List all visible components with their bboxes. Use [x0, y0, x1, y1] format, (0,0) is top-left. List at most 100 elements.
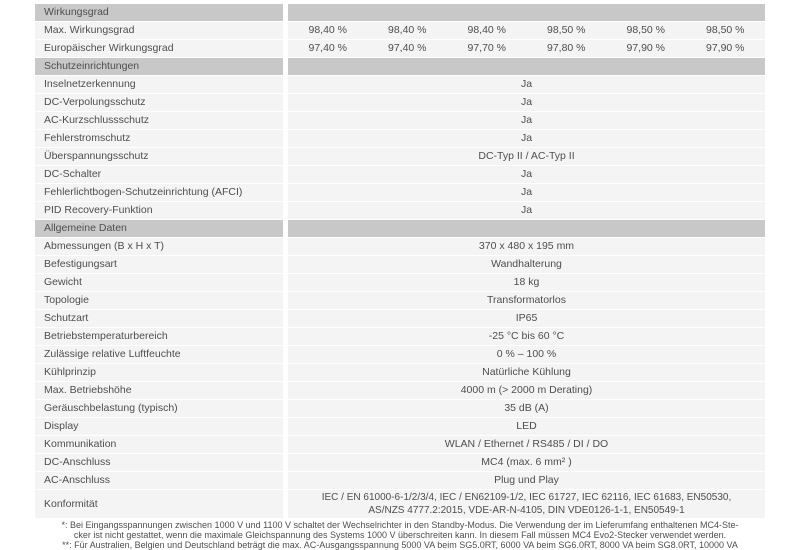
section-row-allgemeine-daten: Allgemeine Daten — [35, 220, 765, 237]
table-row: DC-Anschluss MC4 (max. 6 mm² ) — [35, 454, 765, 471]
value-cell: 97,40 % — [308, 42, 348, 54]
row-label: Betriebstemperaturbereich — [35, 328, 283, 345]
table-row: Topologie Transformatorlos — [35, 292, 765, 309]
section-title: Allgemeine Daten — [35, 220, 283, 237]
row-label: Fehlerlichtbogen-Schutzeinrichtung (AFCI… — [35, 184, 283, 201]
section-spacer — [288, 220, 765, 237]
value-cell: 97,90 % — [705, 42, 745, 54]
section-row-schutzeinrichtungen: Schutzeinrichtungen — [35, 58, 765, 75]
value-cell: 98,50 % — [705, 24, 745, 36]
spec-table: Wirkungsgrad Max. Wirkungsgrad 98,40 % 9… — [35, 4, 765, 519]
table-row: AC-Anschluss Plug und Play — [35, 472, 765, 489]
row-value: Wandhalterung — [288, 256, 765, 273]
table-row: DC-Verpolungsschutz Ja — [35, 94, 765, 111]
row-value: Ja — [288, 130, 765, 147]
row-label: Fehlerstromschutz — [35, 130, 283, 147]
footnotes: *: Bei Eingangsspannungen zwischen 1000 … — [2, 520, 798, 550]
section-title: Schutzeinrichtungen — [35, 58, 283, 75]
row-label: Kommunikation — [35, 436, 283, 453]
table-row: Betriebstemperaturbereich -25 °C bis 60 … — [35, 328, 765, 345]
row-label: Max. Wirkungsgrad — [35, 22, 283, 39]
row-label: Max. Betriebshöhe — [35, 382, 283, 399]
table-row: Fehlerstromschutz Ja — [35, 130, 765, 147]
value-cell: 98,50 % — [546, 24, 586, 36]
row-label: Zulässige relative Luftfeuchte — [35, 346, 283, 363]
row-label: Gewicht — [35, 274, 283, 291]
table-row: Abmessungen (B x H x T) 370 x 480 x 195 … — [35, 238, 765, 255]
row-value: LED — [288, 418, 765, 435]
row-value: MC4 (max. 6 mm² ) — [288, 454, 765, 471]
row-value: Natürliche Kühlung — [288, 364, 765, 381]
row-label: Schutzart — [35, 310, 283, 327]
table-row: PID Recovery-Funktion Ja — [35, 202, 765, 219]
table-row: Geräuschbelastung (typisch) 35 dB (A) — [35, 400, 765, 417]
row-value: WLAN / Ethernet / RS485 / DI / DO — [288, 436, 765, 453]
row-value: IEC / EN 61000-6-1/2/3/4, IEC / EN62109-… — [288, 490, 765, 518]
row-value: 35 dB (A) — [288, 400, 765, 417]
row-values: 98,40 % 98,40 % 98,40 % 98,50 % 98,50 % … — [288, 22, 765, 39]
table-row: Gewicht 18 kg — [35, 274, 765, 291]
table-row: Kommunikation WLAN / Ethernet / RS485 / … — [35, 436, 765, 453]
value-cell: 98,40 % — [387, 24, 427, 36]
value-cell: 97,70 % — [467, 42, 507, 54]
row-value: 370 x 480 x 195 mm — [288, 238, 765, 255]
table-row: Überspannungsschutz DC-Typ II / AC-Typ I… — [35, 148, 765, 165]
row-value: 4000 m (> 2000 m Derating) — [288, 382, 765, 399]
value-cell: 97,40 % — [387, 42, 427, 54]
section-spacer — [288, 58, 765, 75]
row-label: AC-Kurzschlussschutz — [35, 112, 283, 129]
konformitaet-line: AS/NZS 4777.2:2015, VDE-AR-N-4105, DIN V… — [368, 505, 685, 516]
row-value: IP65 — [288, 310, 765, 327]
table-row: Zulässige relative Luftfeuchte 0 % – 100… — [35, 346, 765, 363]
table-row: Inselnetzerkennung Ja — [35, 76, 765, 93]
section-row-wirkungsgrad: Wirkungsgrad — [35, 4, 765, 21]
table-row: AC-Kurzschlussschutz Ja — [35, 112, 765, 129]
row-value: Ja — [288, 112, 765, 129]
section-spacer — [288, 4, 765, 21]
row-value: DC-Typ II / AC-Typ II — [288, 148, 765, 165]
row-value: Ja — [288, 94, 765, 111]
table-row-konformitaet: Konformität IEC / EN 61000-6-1/2/3/4, IE… — [35, 490, 765, 518]
row-label: Geräuschbelastung (typisch) — [35, 400, 283, 417]
row-label: Abmessungen (B x H x T) — [35, 238, 283, 255]
row-label: Inselnetzerkennung — [35, 76, 283, 93]
row-value: Transformatorlos — [288, 292, 765, 309]
value-cell: 98,40 % — [467, 24, 507, 36]
footnote-line: *: Bei Eingangsspannungen zwischen 1000 … — [61, 520, 739, 530]
row-value: -25 °C bis 60 °C — [288, 328, 765, 345]
row-label: Display — [35, 418, 283, 435]
footnote-line: **: Für Australien, Belgien und Deutschl… — [62, 540, 738, 550]
value-cell: 97,90 % — [626, 42, 666, 54]
row-value: Ja — [288, 202, 765, 219]
row-label: Konformität — [35, 490, 283, 518]
value-cell: 98,40 % — [308, 24, 348, 36]
table-row: Fehlerlichtbogen-Schutzeinrichtung (AFCI… — [35, 184, 765, 201]
row-label: AC-Anschluss — [35, 472, 283, 489]
row-label: Europäischer Wirkungsgrad — [35, 40, 283, 57]
table-row: Schutzart IP65 — [35, 310, 765, 327]
row-label: DC-Anschluss — [35, 454, 283, 471]
table-row: Europäischer Wirkungsgrad 97,40 % 97,40 … — [35, 40, 765, 57]
row-value: 0 % – 100 % — [288, 346, 765, 363]
value-cell: 98,50 % — [626, 24, 666, 36]
row-label: Überspannungsschutz — [35, 148, 283, 165]
footnote-line: cker ist nicht gestattet, wenn die maxim… — [73, 530, 727, 540]
table-row: Befestigungsart Wandhalterung — [35, 256, 765, 273]
row-value: 18 kg — [288, 274, 765, 291]
row-value: Ja — [288, 166, 765, 183]
value-cell: 97,80 % — [546, 42, 586, 54]
row-value: Plug und Play — [288, 472, 765, 489]
table-row: Kühlprinzip Natürliche Kühlung — [35, 364, 765, 381]
konformitaet-line: IEC / EN 61000-6-1/2/3/4, IEC / EN62109-… — [321, 492, 732, 503]
row-value: Ja — [288, 76, 765, 93]
table-row: DC-Schalter Ja — [35, 166, 765, 183]
row-value: Ja — [288, 184, 765, 201]
row-values: 97,40 % 97,40 % 97,70 % 97,80 % 97,90 % … — [288, 40, 765, 57]
section-title: Wirkungsgrad — [35, 4, 283, 21]
table-row: Display LED — [35, 418, 765, 435]
row-label: Kühlprinzip — [35, 364, 283, 381]
row-label: DC-Schalter — [35, 166, 283, 183]
table-row: Max. Wirkungsgrad 98,40 % 98,40 % 98,40 … — [35, 22, 765, 39]
row-label: Topologie — [35, 292, 283, 309]
table-row: Max. Betriebshöhe 4000 m (> 2000 m Derat… — [35, 382, 765, 399]
